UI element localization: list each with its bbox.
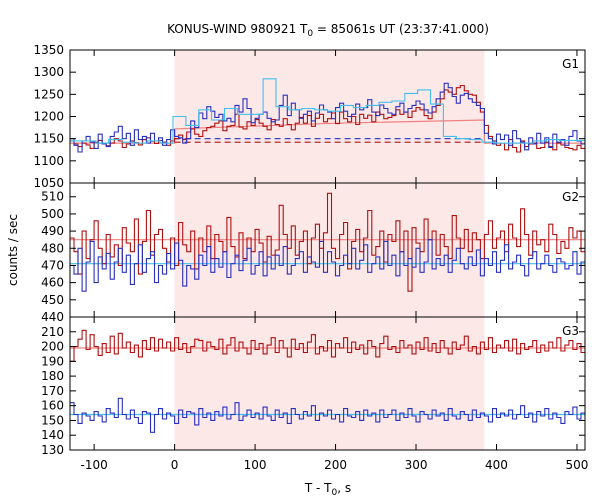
y-axis-label: counts / sec: [6, 214, 20, 286]
y-tick-label: 510: [41, 190, 64, 204]
y-tick-label: 1250: [33, 87, 64, 101]
x-tick-label: 100: [244, 458, 267, 472]
y-tick-label: 500: [41, 207, 64, 221]
panel-plot-area: [70, 78, 585, 153]
panels-layer: 1050110011501200125013001350G14404504604…: [33, 43, 589, 472]
y-tick-label: 450: [41, 293, 64, 307]
x-tick-label: 300: [405, 458, 428, 472]
y-tick-label: 130: [41, 443, 64, 457]
y-tick-label: 440: [41, 310, 64, 324]
series-step-line: [70, 329, 585, 362]
y-tick-label: 140: [41, 428, 64, 442]
y-tick-label: 1150: [33, 132, 64, 146]
y-tick-label: 460: [41, 276, 64, 290]
x-tick-label: 400: [485, 458, 508, 472]
panel-plot-area: [70, 192, 585, 292]
y-tick-label: 160: [41, 399, 64, 413]
y-tick-label: 470: [41, 258, 64, 272]
y-tick-label: 150: [41, 413, 64, 427]
y-tick-label: 1100: [33, 154, 64, 168]
series-step-line: [70, 239, 585, 292]
panel-label: G2: [562, 190, 579, 204]
y-tick-label: 490: [41, 224, 64, 238]
x-tick-label: 200: [324, 458, 347, 472]
panel-label: G1: [562, 57, 579, 71]
y-tick-label: 1050: [33, 176, 64, 190]
x-axis-label: T - T0, s: [304, 481, 351, 498]
y-tick-label: 480: [41, 241, 64, 255]
panel-frame: [69, 316, 586, 451]
series-step-line: [70, 78, 585, 144]
panel-plot-area: [70, 329, 585, 433]
chart-title: KONUS-WIND 980921 T0 = 85061s UT (23:37:…: [167, 22, 489, 39]
y-tick-label: 200: [41, 340, 64, 354]
y-tick-label: 1200: [33, 110, 64, 124]
y-tick-label: 1350: [33, 43, 64, 57]
y-tick-label: 180: [41, 369, 64, 383]
series-step-line: [70, 397, 585, 433]
y-tick-label: 210: [41, 325, 64, 339]
panel-label: G3: [562, 324, 579, 338]
panel-g1: 1050 1100 1150 1200 1250 1300 1350 G1: [33, 43, 586, 190]
panel-g2: 440 450 460 470 480 490 500 510 G2: [41, 182, 586, 324]
y-tick-label: 170: [41, 384, 64, 398]
x-tick-label: 0: [171, 458, 179, 472]
burst-interval-highlight: [174, 50, 485, 450]
x-tick-label: 500: [566, 458, 589, 472]
x-tick-label: -100: [81, 458, 108, 472]
y-tick-label: 190: [41, 354, 64, 368]
y-tick-label: 1300: [33, 65, 64, 79]
